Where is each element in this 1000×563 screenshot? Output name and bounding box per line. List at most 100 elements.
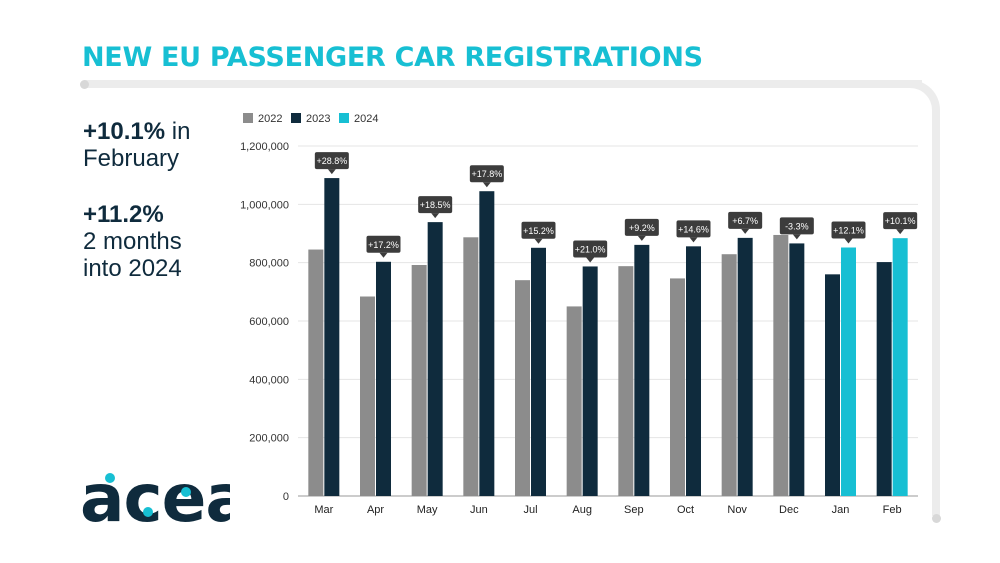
- data-label-box: [624, 218, 659, 236]
- chart-y-tick-labels: 0 200,000 400,000 600,000 800,000 1,000,000 1,…: [240, 141, 289, 503]
- data-label-pointer: [741, 228, 750, 234]
- x-tick-label: Feb: [883, 504, 902, 516]
- bar-2023-aug: [582, 266, 598, 496]
- stat-february: +10.1% in February: [83, 118, 190, 172]
- y-tick-label: 400,000: [249, 374, 289, 386]
- data-label-box: [676, 220, 711, 238]
- x-tick-label: Apr: [367, 504, 384, 516]
- data-label: +15.2%: [523, 226, 554, 236]
- legend-swatch-2023: [291, 113, 301, 123]
- stat-february-value: +10.1%: [83, 118, 166, 145]
- data-label: +17.2%: [368, 240, 399, 250]
- data-label: +21.0%: [575, 244, 606, 254]
- frame-dot-left: [80, 80, 89, 89]
- data-label: +9.2%: [629, 223, 655, 233]
- data-label-pointer: [431, 213, 440, 219]
- stat-two-months-text1: 2 months: [83, 228, 182, 255]
- legend-label: 2022: [258, 113, 282, 125]
- bar-2022-nov: [721, 254, 737, 496]
- y-tick-label: 1,000,000: [240, 199, 289, 211]
- data-label: +12.1%: [833, 226, 864, 236]
- data-label-pointer: [534, 238, 543, 244]
- data-label-box: [314, 152, 349, 170]
- x-tick-label: Jul: [523, 504, 537, 516]
- x-tick-label: Nov: [727, 504, 747, 516]
- frame-dot-bottom: [932, 514, 941, 523]
- bar-2022-dec: [773, 234, 789, 497]
- x-tick-label: Oct: [677, 504, 694, 516]
- data-label-box: [728, 211, 763, 229]
- data-label-box: [469, 165, 504, 183]
- data-label-box: [366, 235, 401, 253]
- data-label-pointer: [689, 237, 698, 243]
- x-tick-label: Aug: [572, 504, 592, 516]
- data-label-box: [521, 221, 556, 239]
- bar-2022-jul: [515, 280, 530, 496]
- data-label-pointer: [896, 229, 905, 235]
- bar-2023-jul: [531, 247, 546, 496]
- bar-2024-jan: [841, 247, 856, 496]
- data-label: +18.5%: [420, 200, 451, 210]
- x-tick-label: Dec: [779, 504, 799, 516]
- y-tick-label: 800,000: [249, 258, 289, 270]
- logo-dot: [181, 487, 191, 497]
- data-label: +10.1%: [885, 216, 916, 226]
- data-label: +6.7%: [732, 216, 758, 226]
- data-label: -3.3%: [785, 221, 809, 231]
- data-label-pointer: [327, 169, 336, 175]
- chart-legend: 2022 2023 2024: [243, 113, 378, 125]
- data-label-pointer: [586, 257, 595, 263]
- chart-x-tick-labels: Mar Apr May Jun Jul Aug Sep Oct Nov Dec Jan Feb: [314, 504, 901, 516]
- legend-label: 2023: [306, 113, 330, 125]
- y-tick-label: 600,000: [249, 316, 289, 328]
- legend-swatch-2022: [243, 113, 253, 123]
- x-tick-label: Jun: [470, 504, 488, 516]
- bar-2022-may: [411, 265, 427, 496]
- stat-two-months-text2: into 2024: [83, 255, 182, 282]
- data-label-box: [573, 240, 608, 258]
- bar-2023-sep: [634, 244, 650, 496]
- chart-bars: [308, 178, 908, 497]
- data-label-box: [779, 217, 814, 235]
- logo-dot: [105, 473, 115, 483]
- stat-two-months-value: +11.2%: [83, 201, 164, 228]
- bar-2023-apr: [376, 261, 391, 496]
- data-label-pointer: [482, 182, 491, 188]
- data-label-box: [831, 221, 866, 239]
- page-title: NEW EU PASSENGER CAR REGISTRATIONS: [82, 42, 703, 73]
- frame-top-border: [84, 80, 922, 88]
- acea-logo: acea: [80, 462, 230, 532]
- y-tick-label: 1,200,000: [240, 141, 289, 153]
- bar-2023-oct: [686, 246, 701, 496]
- logo-dot: [143, 507, 153, 517]
- x-tick-label: Sep: [624, 504, 644, 516]
- logo-text: acea: [80, 462, 230, 532]
- x-tick-label: May: [417, 504, 438, 516]
- bar-2022-sep: [618, 266, 634, 496]
- data-label-pointer: [379, 252, 388, 258]
- data-label-pointer: [637, 235, 646, 241]
- legend-swatch-2024: [339, 113, 349, 123]
- frame-corner: [904, 80, 940, 120]
- stat-two-months: +11.2% 2 months into 2024: [83, 201, 182, 282]
- data-label-pointer: [844, 238, 853, 244]
- y-tick-label: 200,000: [249, 433, 289, 445]
- stat-february-text1: in: [171, 118, 191, 145]
- data-label-pointer: [792, 234, 801, 240]
- data-label: +17.8%: [471, 169, 502, 179]
- y-tick-label: 0: [283, 491, 289, 503]
- bar-2024-feb: [892, 238, 908, 496]
- bar-2022-apr: [360, 296, 375, 496]
- data-label: +14.6%: [678, 224, 709, 234]
- data-label-box: [883, 212, 918, 230]
- chart-gridlines: [298, 145, 918, 497]
- bar-2022-jun: [463, 237, 479, 496]
- frame-right-border: [932, 118, 940, 516]
- bar-2022-mar: [308, 249, 324, 496]
- bar-2022-oct: [670, 278, 685, 496]
- x-tick-label: Mar: [314, 504, 333, 516]
- bar-2023-jan: [825, 274, 840, 496]
- bar-2023-mar: [324, 178, 340, 497]
- bar-2023-jun: [479, 191, 495, 497]
